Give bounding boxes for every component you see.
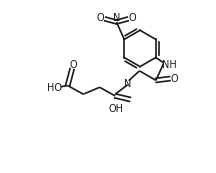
Text: N: N [113, 13, 120, 23]
Text: NH: NH [162, 60, 176, 70]
Text: OH: OH [109, 104, 124, 114]
Text: O: O [97, 13, 104, 23]
Text: O: O [170, 74, 178, 84]
Text: HO: HO [47, 83, 62, 93]
Text: N: N [124, 79, 132, 89]
Text: O: O [129, 13, 136, 23]
Text: O: O [69, 60, 77, 70]
